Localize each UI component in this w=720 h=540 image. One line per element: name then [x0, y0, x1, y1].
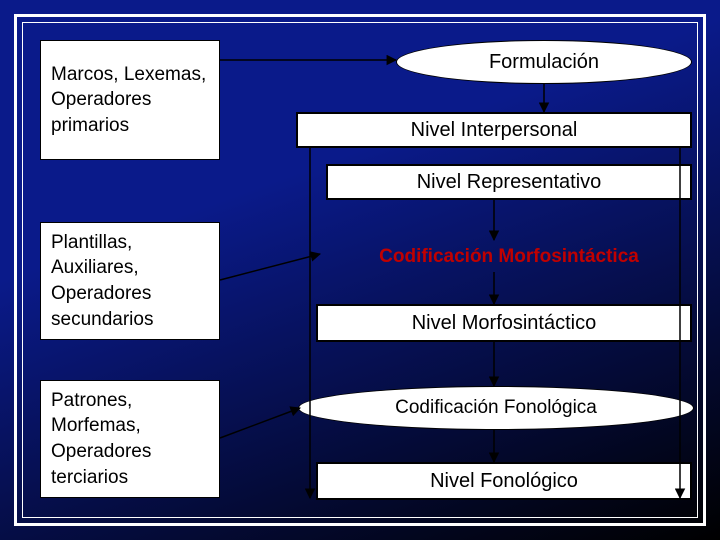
slide: Marcos, Lexemas, Operadores primarios Pl…: [0, 0, 720, 540]
nivel-representativo-box: Nivel Representativo: [326, 164, 692, 200]
nivel-morfosintactico-text: Nivel Morfosintáctico: [412, 312, 597, 335]
nivel-interpersonal-text: Nivel Interpersonal: [411, 119, 578, 142]
nivel-interpersonal-box: Nivel Interpersonal: [296, 112, 692, 148]
cod-fonologica-text: Codificación Fonológica: [395, 397, 597, 419]
nivel-fonologico-text: Nivel Fonológico: [430, 470, 578, 493]
left-box-terciarios: Patrones, Morfemas, Operadores terciario…: [40, 380, 220, 498]
cod-fonologica-ellipse: Codificación Fonológica: [298, 386, 694, 430]
left-box-primarios-text: Marcos, Lexemas, Operadores primarios: [51, 62, 209, 139]
nivel-morfosintactico-box: Nivel Morfosintáctico: [316, 304, 692, 342]
cod-morfosintactica-text: Codificación Morfosintáctica: [379, 246, 639, 267]
cod-morfosintactica-label: Codificación Morfosintáctica: [326, 246, 692, 268]
left-box-primarios: Marcos, Lexemas, Operadores primarios: [40, 40, 220, 160]
left-box-secundarios: Plantillas, Auxiliares, Operadores secun…: [40, 222, 220, 340]
formulacion-text: Formulación: [489, 51, 599, 74]
nivel-fonologico-box: Nivel Fonológico: [316, 462, 692, 500]
left-box-secundarios-text: Plantillas, Auxiliares, Operadores secun…: [51, 230, 209, 333]
nivel-representativo-text: Nivel Representativo: [417, 171, 602, 194]
left-box-terciarios-text: Patrones, Morfemas, Operadores terciario…: [51, 388, 209, 491]
formulacion-ellipse: Formulación: [396, 40, 692, 84]
